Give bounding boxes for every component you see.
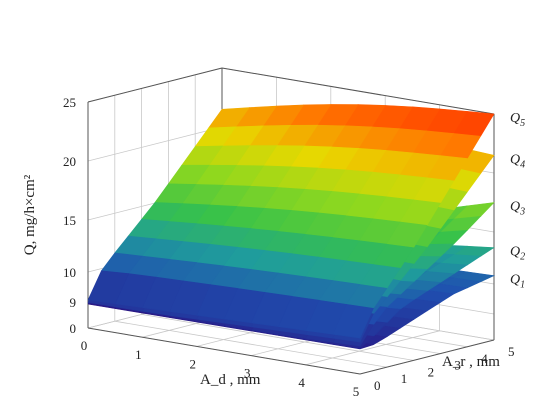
z-tick-label: 20 bbox=[63, 154, 76, 169]
x-tick-label: 0 bbox=[81, 338, 88, 353]
y-tick-label: 3 bbox=[454, 358, 461, 373]
x-tick-label: 4 bbox=[298, 375, 305, 390]
grid-line bbox=[87, 126, 223, 162]
series-labels: Q1 Q2 Q3 Q4 Q5 bbox=[510, 111, 525, 291]
surface-layer bbox=[87, 104, 496, 350]
x-axis-label: A_d , mm bbox=[200, 372, 261, 388]
series-label: Q5 bbox=[510, 111, 525, 129]
x-tick-label: 2 bbox=[190, 356, 197, 371]
z-tick-label: 10 bbox=[63, 265, 76, 280]
surface-patch bbox=[87, 270, 130, 305]
x-tick-label: 1 bbox=[135, 347, 142, 362]
y-tick-label: 5 bbox=[508, 344, 515, 359]
surface-Q5 bbox=[87, 104, 495, 339]
z-tick-label: 9 bbox=[70, 295, 77, 310]
z-tick-label: 0 bbox=[70, 321, 77, 336]
y-tick-label: 2 bbox=[428, 364, 435, 379]
z-tick-label: 15 bbox=[63, 213, 76, 228]
grid-line bbox=[114, 320, 387, 368]
series-label: Q1 bbox=[510, 273, 525, 291]
x-tick-label: 5 bbox=[353, 384, 360, 399]
y-axis-label: A_r , mm bbox=[442, 354, 500, 370]
x-tick-label: 3 bbox=[244, 366, 251, 381]
z-axis-label: Q, mg/h×cm² bbox=[22, 174, 38, 255]
y-tick-label: 1 bbox=[401, 371, 408, 386]
y-axis-line bbox=[359, 339, 495, 375]
y-tick-label: 0 bbox=[374, 378, 381, 393]
series-label: Q2 bbox=[510, 245, 525, 263]
x-axis-line bbox=[87, 327, 361, 375]
series-label: Q4 bbox=[510, 152, 525, 170]
z-tick-label: 25 bbox=[63, 95, 76, 110]
frame-edge bbox=[87, 67, 223, 103]
y-tick-label: 4 bbox=[481, 351, 488, 366]
frame-edge bbox=[221, 67, 495, 115]
grid-line bbox=[305, 330, 440, 366]
series-label: Q3 bbox=[510, 200, 525, 218]
grid-line bbox=[141, 314, 414, 361]
